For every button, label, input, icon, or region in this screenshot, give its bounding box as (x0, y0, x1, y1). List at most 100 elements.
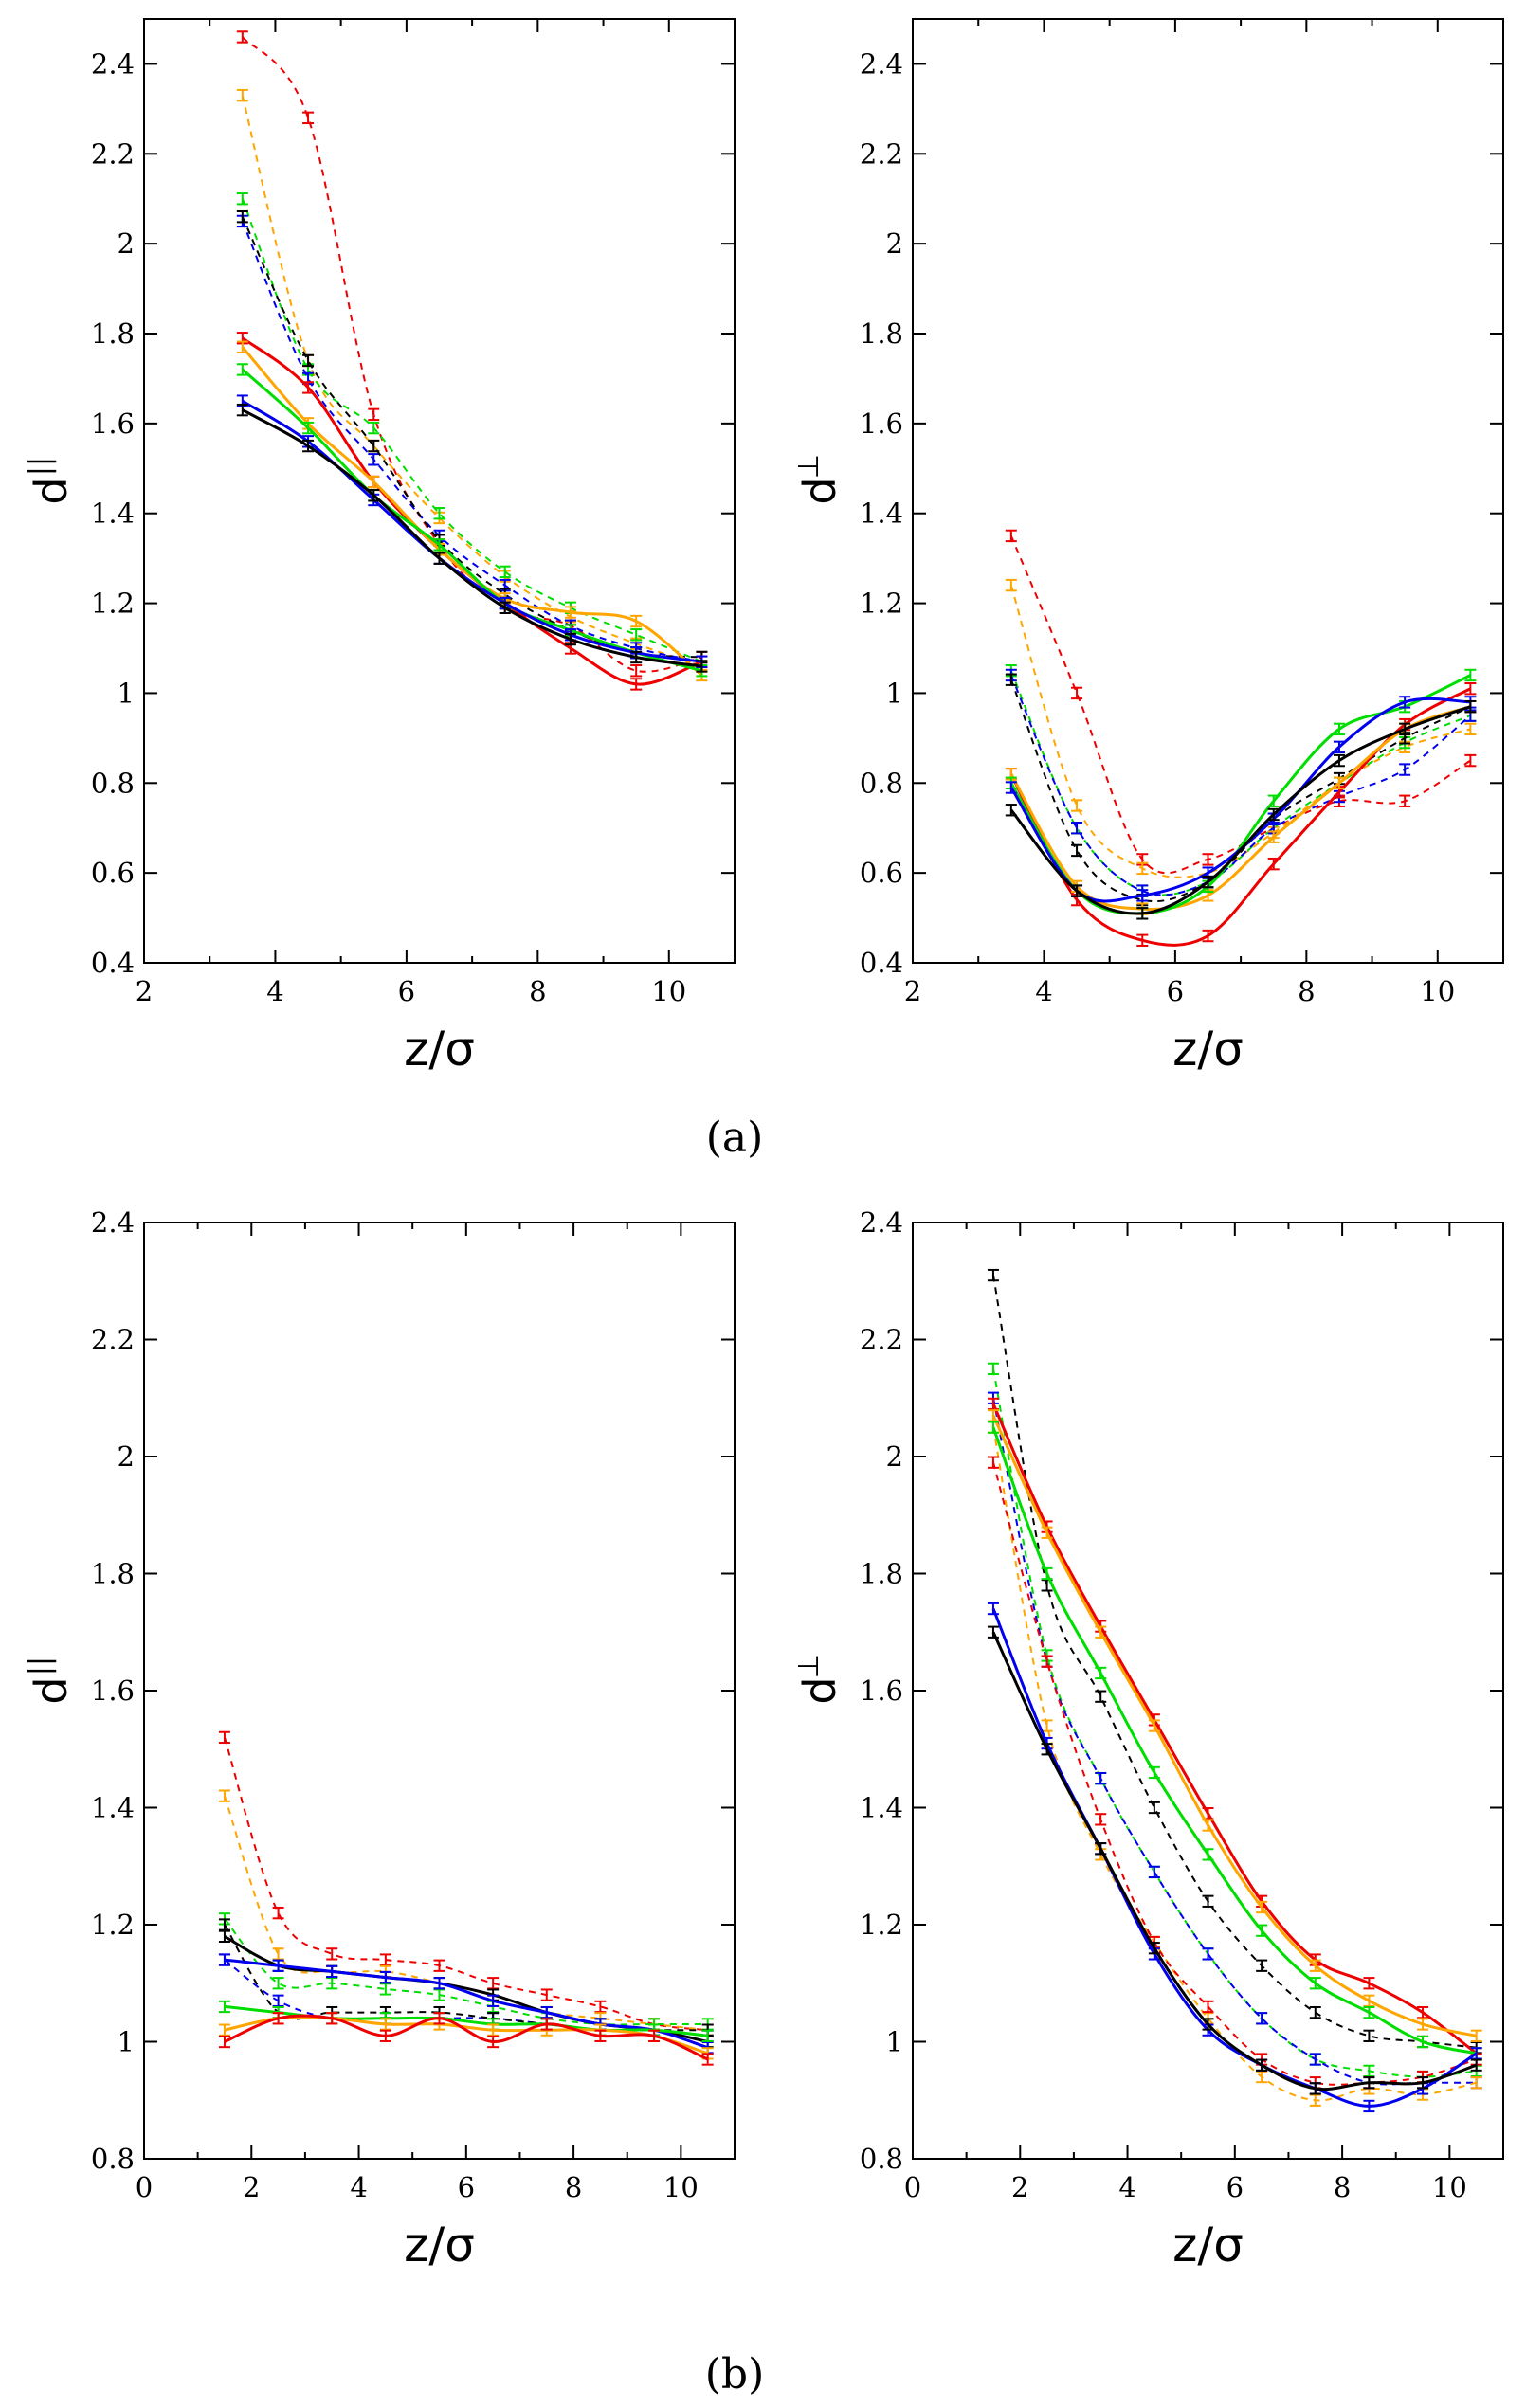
y-tick-label: 1.8 (860, 1558, 903, 1590)
y-axis-label: d (794, 477, 845, 504)
x-tick-label: 8 (1334, 2171, 1351, 2203)
caption-b: (b) (705, 2350, 765, 2399)
y-tick-label: 2.2 (860, 1324, 903, 1356)
x-axis-label: z/σ (1172, 1022, 1244, 1077)
plot-frame (912, 18, 1504, 964)
series-line (1009, 674, 1472, 915)
y-tick-label: 0.8 (860, 2143, 903, 2175)
series-line (992, 1426, 1477, 2102)
x-tick-label: 6 (398, 975, 415, 1007)
y-tick-label: 0.8 (91, 2143, 135, 2175)
y-tick-label: 2 (886, 227, 903, 260)
x-tick-label: 8 (565, 2171, 582, 2203)
x-tick-label: 2 (136, 975, 153, 1007)
chart-a-right: 0.4 0.6 0.8 1 1.2 1.4 1.6 1.8 2 2.2 2.4 2 4 6 8 10 z/σ d⊥ (792, 18, 1504, 1077)
x-tick-label: 4 (1035, 975, 1052, 1007)
x-tick-label: 6 (1167, 975, 1184, 1007)
series-line (992, 1275, 1477, 2049)
series-line (241, 368, 702, 673)
series-line (224, 1737, 708, 2032)
y-tick-label: 2 (118, 1440, 135, 1473)
y-tick-label: 0.8 (860, 767, 903, 799)
series-group (218, 1730, 714, 2066)
y-tick-label: 2.4 (91, 47, 135, 80)
y-axis-label-superscript: ⊥ (792, 1654, 826, 1678)
y-tick-label: 2.4 (860, 1206, 903, 1239)
y-tick-label: 0.6 (91, 857, 135, 889)
y-tick-label: 1.4 (860, 1792, 903, 1824)
y-tick-label: 0.6 (860, 857, 903, 889)
plot-frame (143, 18, 736, 964)
x-axis-label: z/σ (404, 2218, 475, 2272)
series-line (1009, 687, 1472, 947)
y-tick-label: 1.8 (91, 1558, 135, 1590)
series-line (242, 408, 702, 668)
series-group (236, 30, 708, 691)
x-tick-label: 2 (243, 2171, 260, 2203)
series-line (241, 336, 702, 686)
y-axis-label: d (794, 1676, 845, 1704)
y-tick-label: 1.4 (860, 498, 903, 530)
y-axis-label: d (26, 1676, 77, 1704)
series-line (991, 1607, 1478, 2108)
series-line (241, 221, 702, 663)
x-tick-label: 2 (1011, 2171, 1028, 2203)
series-group (987, 1268, 1482, 2113)
x-tick-label: 4 (350, 2171, 367, 2203)
x-tick-label: 10 (1420, 975, 1455, 1007)
x-axis-label: z/σ (1172, 2218, 1244, 2272)
y-axis-label-superscript: || (24, 1657, 57, 1675)
chart-b-right: 0.8 1 1.2 1.4 1.6 1.8 2 2.2 2.4 0 2 4 6 8 10 z/σ d⊥ (792, 1206, 1504, 2272)
series-line (224, 1918, 708, 2026)
y-tick-label: 1 (118, 2026, 135, 2058)
y-tick-label: 0.4 (91, 947, 135, 979)
x-tick-label: 10 (1432, 2171, 1467, 2203)
x-tick-label: 4 (1118, 2171, 1135, 2203)
y-tick-label: 1.6 (860, 1675, 903, 1707)
x-tick-label: 4 (266, 975, 283, 1007)
y-tick-label: 0.8 (91, 767, 135, 799)
x-tick-label: 2 (904, 975, 921, 1007)
y-tick-label: 1.2 (91, 588, 135, 620)
y-tick-label: 1.2 (860, 1909, 903, 1941)
y-tick-label: 2 (886, 1440, 903, 1473)
x-axis-label: z/σ (404, 1022, 475, 1077)
series-group (1005, 529, 1477, 947)
chart-b-left: 0.8 1 1.2 1.4 1.6 1.8 2 2.2 2.4 0 2 4 6 8 10 z/σ d|| (24, 1206, 736, 2272)
x-tick-label: 10 (651, 975, 686, 1007)
y-axis-label: d (26, 477, 77, 504)
y-tick-label: 1.4 (91, 498, 135, 530)
series-line (242, 36, 702, 673)
x-tick-label: 8 (529, 975, 546, 1007)
series-line (224, 1795, 708, 2032)
y-tick-label: 1.4 (91, 1792, 135, 1824)
y-axis-label-superscript: ⊥ (792, 454, 826, 479)
series-line (991, 1415, 1478, 2037)
y-tick-label: 1.6 (91, 1675, 135, 1707)
series-line (991, 1403, 1478, 2055)
caption-a: (a) (706, 1113, 764, 1162)
chart-a-left: 0.4 0.6 0.8 1 1.2 1.4 1.6 1.8 2 2.2 2.4 2 4 6 8 10 z/σ d|… (24, 18, 736, 1077)
y-tick-label: 2.4 (91, 1206, 135, 1239)
y-tick-label: 0.4 (860, 947, 903, 979)
series-line (992, 1461, 1478, 2086)
x-tick-label: 6 (1226, 2171, 1244, 2203)
series-line (991, 1426, 1478, 2055)
y-tick-label: 1 (118, 677, 135, 709)
series-line (224, 1958, 709, 2050)
y-tick-label: 2 (118, 227, 135, 260)
series-line (224, 2014, 709, 2061)
series-line (992, 1368, 1477, 2078)
y-tick-label: 1 (886, 2026, 903, 2058)
y-axis-label-superscript: || (24, 457, 57, 476)
y-tick-label: 2.4 (860, 47, 903, 80)
y-tick-label: 2.2 (860, 137, 903, 170)
y-tick-label: 1.2 (860, 588, 903, 620)
x-tick-label: 0 (136, 2171, 153, 2203)
y-tick-label: 1.6 (860, 407, 903, 440)
x-tick-label: 0 (904, 2171, 921, 2203)
y-tick-label: 1.2 (91, 1909, 135, 1941)
y-tick-label: 1.8 (91, 317, 135, 350)
x-tick-label: 6 (458, 2171, 475, 2203)
